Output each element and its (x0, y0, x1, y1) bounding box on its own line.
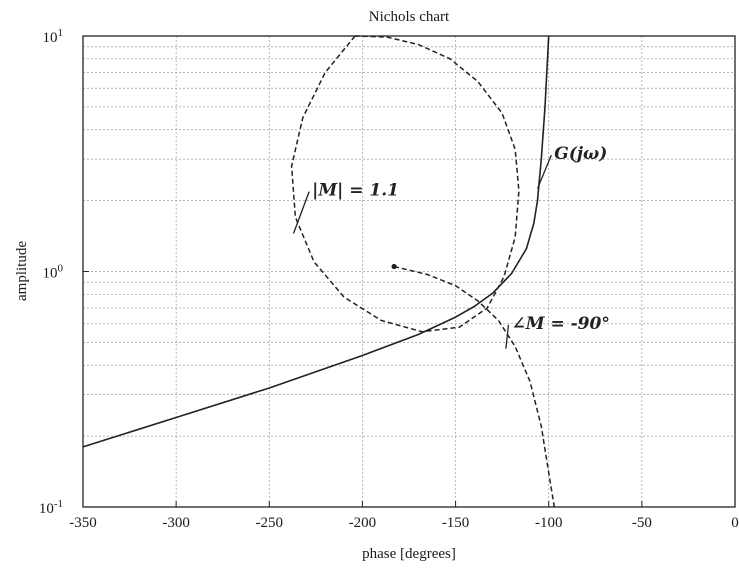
y-tick-label: 101 (43, 27, 64, 46)
annotation-label-3: ∠M = -90° (511, 314, 609, 334)
y-tick-label: 10-1 (39, 498, 63, 517)
series-line-1 (82, 35, 550, 448)
series-group (82, 35, 556, 508)
x-tick-label: -100 (535, 515, 563, 531)
y-tick-label: 100 (43, 263, 64, 282)
annotation-label-1: G(jω) (554, 144, 607, 164)
series-line-2 (290, 35, 520, 333)
point-marker (391, 263, 397, 270)
x-tick-label: 0 (731, 515, 739, 531)
x-tick-label: -200 (349, 515, 377, 531)
x-axis-ticks: -350 -300 -250 -200 -150 -100 -50 0 (69, 501, 739, 531)
x-tick-label: -50 (632, 515, 652, 531)
y-axis-title: amplitude (14, 241, 30, 301)
x-tick-label: -250 (256, 515, 284, 531)
x-axis-title: phase [degrees] (362, 546, 456, 562)
x-tick-label: -150 (442, 515, 470, 531)
annotation-label-2: |M| = 1.1 (312, 181, 399, 201)
x-tick-label: -300 (162, 515, 190, 531)
annotation-leader-2 (292, 191, 310, 234)
annotation-leader-3 (505, 324, 510, 349)
y-axis-ticks: 10-1 100 101 (39, 27, 89, 517)
series-line-3 (393, 265, 556, 508)
annotations-group: G(jω) |M| = 1.1 ∠M = -90° (292, 144, 610, 349)
grid (83, 36, 735, 507)
annotation-leader-1 (536, 154, 552, 189)
x-tick-label: -350 (69, 515, 97, 531)
chart-title: Nichols chart (369, 9, 450, 25)
